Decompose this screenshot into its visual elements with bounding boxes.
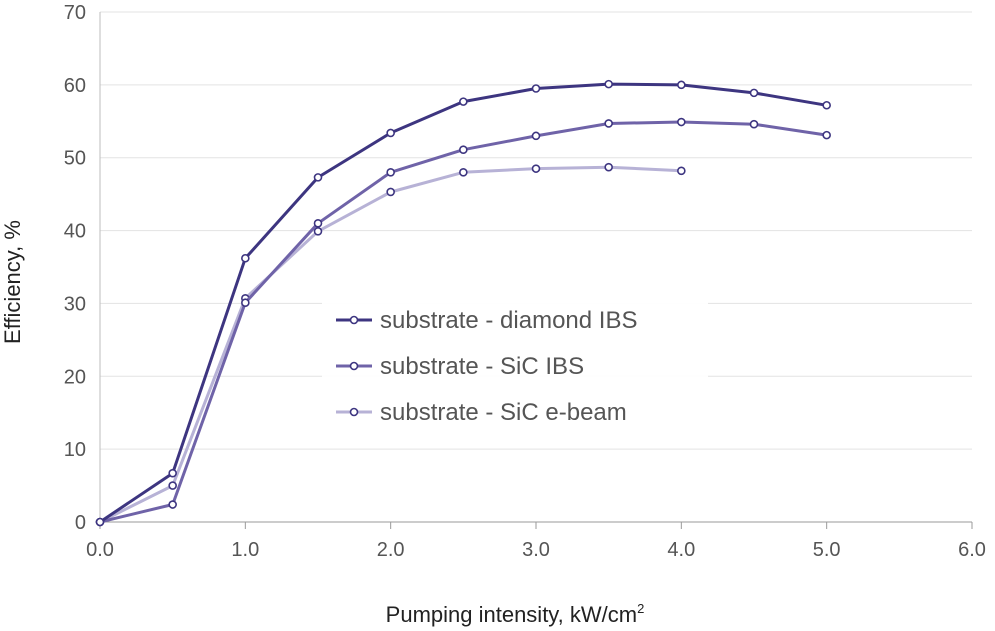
y-tick-label: 30	[64, 293, 86, 315]
data-point	[531, 131, 541, 141]
legend-swatch-marker	[349, 407, 359, 417]
legend-swatch-marker	[349, 361, 359, 371]
data-point	[241, 253, 250, 263]
data-point	[386, 167, 395, 177]
data-point	[822, 100, 831, 110]
y-tick-label: 60	[64, 75, 86, 97]
x-axis-title-text: Pumping intensity, kW/cm	[386, 602, 637, 627]
legend-background	[322, 296, 708, 440]
data-point	[313, 173, 323, 182]
x-tick-label: 0.0	[86, 539, 114, 561]
data-point	[313, 227, 323, 236]
x-tick-label: 6.0	[958, 539, 986, 561]
legend-item: substrate - SiC e-beam	[336, 399, 627, 426]
series-lines	[95, 79, 831, 527]
y-tick-label: 40	[64, 221, 86, 243]
x-tick-label: 1.0	[231, 539, 259, 561]
data-point	[386, 187, 395, 197]
data-point	[386, 128, 395, 138]
data-point	[604, 162, 613, 172]
data-point	[459, 145, 468, 154]
data-point	[531, 84, 541, 93]
y-tick-label: 0	[75, 512, 86, 534]
data-point	[168, 500, 177, 509]
legend-label: substrate - diamond IBS	[380, 307, 637, 334]
x-tick-labels: 0.0 1.0 2.0 3.0 4.0 5.0 6.0	[86, 539, 986, 561]
x-tick-label: 5.0	[813, 539, 841, 561]
data-point	[822, 130, 831, 140]
y-tick-labels: 0 10 20 30 40 50 60 70	[64, 2, 86, 534]
data-point	[531, 164, 541, 173]
y-axis-title: Efficiency, %	[0, 220, 25, 344]
legend-swatch-marker	[349, 315, 359, 325]
x-axis-title: Pumping intensity, kW/cm2	[386, 601, 645, 627]
series-1	[95, 79, 831, 527]
data-point	[459, 167, 468, 177]
y-tick-label: 50	[64, 148, 86, 170]
data-point	[168, 481, 177, 490]
legend: substrate - diamond IBS substrate - SiC I…	[322, 296, 708, 440]
data-point	[749, 88, 759, 98]
x-tick-label: 2.0	[377, 539, 405, 561]
data-point	[241, 298, 250, 308]
y-tick-label: 10	[64, 439, 86, 461]
data-point	[677, 80, 686, 90]
data-point	[459, 97, 468, 106]
y-tick-label: 70	[64, 2, 86, 24]
y-tick-label: 20	[64, 366, 86, 388]
x-axis-title-superscript: 2	[637, 601, 644, 616]
data-point	[749, 119, 759, 129]
data-point	[168, 468, 177, 478]
data-point	[313, 218, 323, 228]
x-tick-label: 4.0	[667, 539, 695, 561]
data-point	[677, 166, 686, 176]
data-point	[677, 117, 686, 127]
x-tick-label: 3.0	[522, 539, 550, 561]
legend-label: substrate - SiC e-beam	[380, 399, 627, 426]
data-point	[604, 79, 613, 89]
data-point	[95, 517, 105, 527]
legend-item: substrate - SiC IBS	[336, 353, 584, 380]
legend-item: substrate - diamond IBS	[336, 307, 637, 334]
data-point	[604, 119, 613, 128]
axes	[99, 12, 973, 529]
legend-label: substrate - SiC IBS	[380, 353, 584, 380]
